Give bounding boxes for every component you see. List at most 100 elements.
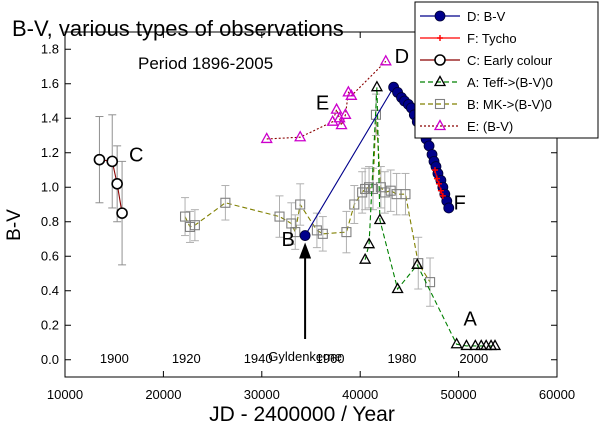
data-point — [341, 227, 352, 238]
legend-marker — [437, 35, 443, 41]
data-point — [433, 175, 440, 182]
data-point — [435, 180, 442, 187]
series-line — [184, 114, 431, 283]
series-line — [364, 87, 496, 347]
legend-marker — [433, 119, 447, 131]
annotation-label: F — [454, 193, 466, 215]
data-point — [299, 230, 311, 241]
y-tick-label: 0.4 — [41, 283, 59, 298]
legend: D: B-V F: Tycho C: Early colour A: Teff->(B… — [414, 1, 599, 139]
annotation-label: C — [129, 144, 143, 166]
data-point — [391, 282, 404, 294]
data-point — [443, 202, 455, 214]
data-point — [360, 183, 371, 195]
data-point — [364, 182, 375, 193]
data-point — [460, 339, 473, 351]
data-point — [295, 199, 306, 210]
annotation-label: E — [316, 93, 329, 115]
data-point — [469, 339, 482, 351]
x-tick-label: 30000 — [244, 387, 280, 402]
y-tick-label: 0.2 — [41, 317, 59, 332]
x-tick-label: 60000 — [539, 387, 575, 402]
legend-label: F: Tycho — [467, 31, 517, 46]
data-point — [385, 185, 396, 196]
x-tick-label: 20000 — [145, 387, 181, 402]
y-tick-label: 1.2 — [41, 145, 59, 160]
legend-marker — [434, 98, 446, 110]
data-point — [116, 207, 128, 219]
x-tick-label: 40000 — [342, 387, 378, 402]
legend-label: E: (B-V) — [467, 119, 513, 134]
series-b — [179, 93, 436, 307]
series-e — [260, 54, 392, 144]
data-point — [379, 187, 390, 198]
y-tick-label: 0.8 — [41, 214, 59, 229]
y-tick-label: 1.8 — [41, 41, 59, 56]
series-f — [431, 167, 446, 199]
legend-label: C: Early colour — [467, 53, 553, 68]
data-point — [437, 187, 444, 194]
data-point — [339, 107, 352, 119]
legend-label: A: Teff->(B-V)0 — [467, 75, 553, 90]
legend-item: F: Tycho — [420, 31, 517, 46]
data-point — [290, 227, 301, 238]
legend-label: B: MK->(B-V)0 — [467, 97, 552, 112]
y-tick-label: 0.6 — [41, 248, 59, 263]
x-axis-label: JD - 2400000 / Year — [209, 403, 395, 424]
chart-subtitle: Period 1896-2005 — [138, 54, 273, 73]
arrow-label: Gyldenkerne — [268, 349, 342, 364]
legend-item: B: MK->(B-V)0 — [420, 97, 552, 112]
year-tick-label: 1940 — [244, 351, 273, 366]
year-tick-label: 1980 — [387, 351, 416, 366]
data-point — [333, 111, 346, 123]
axes: 10000 20000 30000 40000 50000 60000 0.0 0.2 0.4 0… — [41, 31, 575, 402]
series-line — [99, 159, 123, 214]
data-point — [373, 213, 386, 225]
data-point — [189, 220, 200, 231]
data-point — [431, 167, 438, 173]
y-axis-label: B-V — [4, 209, 25, 241]
legend-marker — [434, 54, 446, 66]
y-tick-label: 1.0 — [41, 179, 59, 194]
data-point — [335, 118, 348, 130]
year-tick-label: 1900 — [100, 351, 129, 366]
y-tick-label: 1.6 — [41, 76, 59, 91]
data-point — [370, 109, 381, 120]
data-point — [274, 211, 285, 222]
data-point — [400, 189, 411, 200]
x-tick-label: 50000 — [441, 387, 477, 402]
legend-box — [414, 1, 599, 139]
data-point — [294, 130, 307, 142]
series-c — [93, 114, 128, 266]
plot-frame — [64, 31, 558, 378]
year-tick-label: 1920 — [172, 351, 201, 366]
data-point — [345, 88, 358, 100]
data-point — [370, 80, 384, 92]
data-point — [488, 339, 502, 351]
series-a — [359, 80, 502, 351]
legend-label: D: B-V — [467, 9, 506, 24]
legend-item: A: Teff->(B-V)0 — [420, 75, 553, 90]
data-point — [349, 199, 360, 210]
data-point — [362, 237, 376, 249]
data-point — [220, 197, 231, 208]
y-tick-label: 0.0 — [41, 352, 59, 367]
year-tick-label: 1960 — [316, 351, 345, 366]
legend-item: D: B-V — [420, 9, 506, 24]
data-point — [311, 225, 322, 236]
data-point — [317, 228, 328, 239]
data-point — [375, 182, 386, 193]
arrow-head — [299, 242, 312, 259]
year-tick-label: 2000 — [459, 351, 488, 366]
data-point — [359, 252, 372, 264]
data-point — [367, 183, 379, 195]
annotation-label: A — [464, 308, 478, 330]
data-point — [357, 187, 368, 198]
chart-title: B-V, various types of observations — [12, 16, 344, 41]
data-point — [106, 155, 119, 168]
legend-item: C: Early colour — [420, 53, 553, 68]
data-point — [450, 337, 463, 349]
data-point — [330, 102, 343, 114]
legend-item: E: (B-V) — [420, 119, 513, 134]
